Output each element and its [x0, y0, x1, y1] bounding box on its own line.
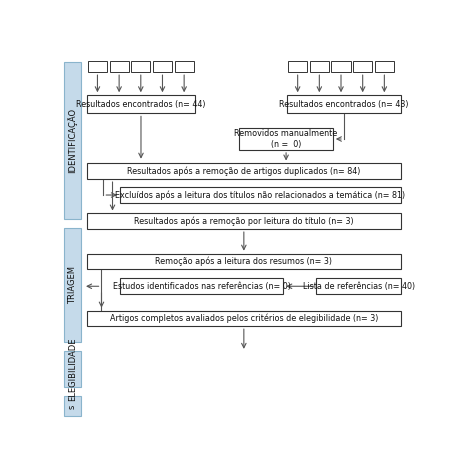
FancyBboxPatch shape: [174, 61, 194, 72]
Text: Resultados após a remoção de artigos duplicados (n= 84): Resultados após a remoção de artigos dup…: [127, 166, 361, 176]
Text: Lista de referências (n= 40): Lista de referências (n= 40): [302, 282, 415, 291]
FancyBboxPatch shape: [120, 278, 283, 294]
FancyBboxPatch shape: [239, 128, 333, 150]
FancyBboxPatch shape: [120, 187, 401, 203]
Text: Resultados encontrados (n= 44): Resultados encontrados (n= 44): [76, 100, 206, 109]
FancyBboxPatch shape: [87, 254, 401, 269]
Text: Removidos manualmente
(n =  0): Removidos manualmente (n = 0): [235, 129, 337, 149]
FancyBboxPatch shape: [64, 228, 82, 342]
FancyBboxPatch shape: [64, 396, 82, 416]
FancyBboxPatch shape: [288, 61, 307, 72]
FancyBboxPatch shape: [87, 213, 401, 229]
FancyBboxPatch shape: [64, 63, 82, 219]
Text: s: s: [68, 404, 77, 409]
FancyBboxPatch shape: [87, 95, 195, 113]
FancyBboxPatch shape: [375, 61, 394, 72]
Text: IDENTIFICAÇÃO: IDENTIFICAÇÃO: [67, 108, 77, 173]
FancyBboxPatch shape: [109, 61, 128, 72]
Text: Estudos identificados nas referências (n= 0): Estudos identificados nas referências (n…: [113, 282, 291, 291]
FancyBboxPatch shape: [316, 278, 401, 294]
FancyBboxPatch shape: [353, 61, 372, 72]
Text: Excluídos após a leitura dos títulos não relacionados a temática (n= 81): Excluídos após a leitura dos títulos não…: [115, 190, 405, 200]
FancyBboxPatch shape: [153, 61, 172, 72]
FancyBboxPatch shape: [88, 61, 107, 72]
FancyBboxPatch shape: [287, 95, 401, 113]
Text: Resultados encontrados (n= 43): Resultados encontrados (n= 43): [279, 100, 409, 109]
Text: ELEGIBILIDADE: ELEGIBILIDADE: [68, 337, 77, 401]
FancyBboxPatch shape: [87, 164, 401, 179]
FancyBboxPatch shape: [310, 61, 329, 72]
Text: Remoção após a leitura dos resumos (n= 3): Remoção após a leitura dos resumos (n= 3…: [155, 257, 332, 266]
Text: Artigos completos avaliados pelos critérios de elegibilidade (n= 3): Artigos completos avaliados pelos critér…: [109, 314, 378, 323]
FancyBboxPatch shape: [131, 61, 150, 72]
FancyBboxPatch shape: [64, 351, 82, 387]
FancyBboxPatch shape: [87, 310, 401, 326]
Text: TRIAGEM: TRIAGEM: [68, 266, 77, 304]
FancyBboxPatch shape: [331, 61, 351, 72]
Text: Resultados após a remoção por leitura do título (n= 3): Resultados após a remoção por leitura do…: [134, 217, 354, 226]
